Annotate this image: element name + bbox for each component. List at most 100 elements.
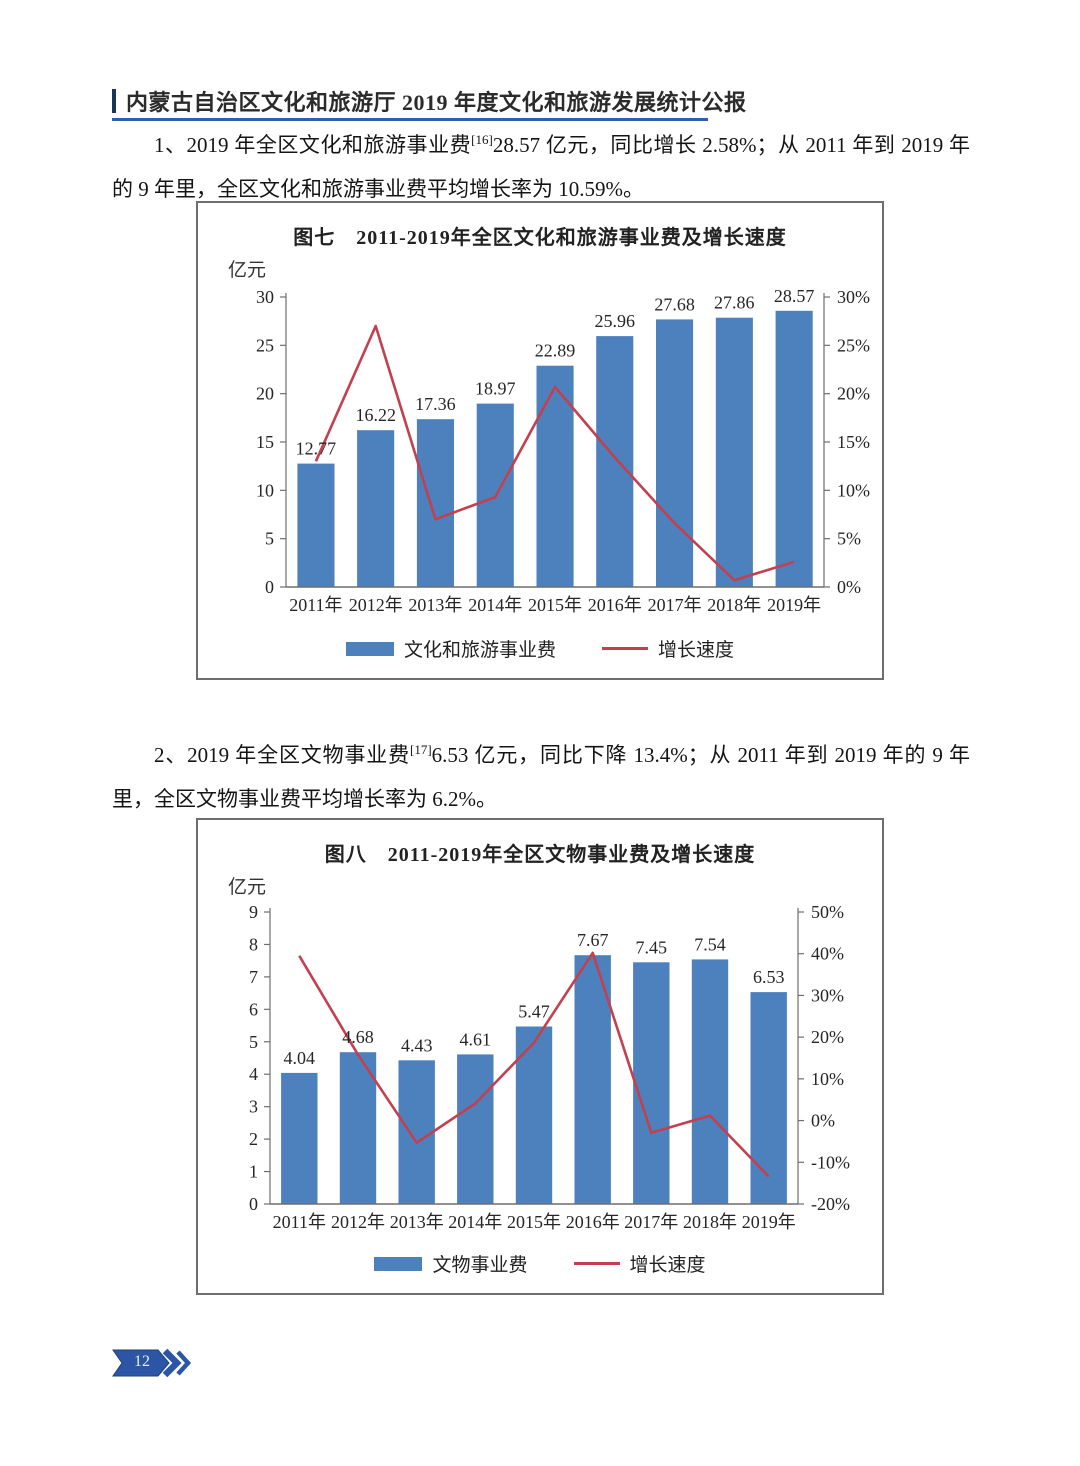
svg-text:17.36: 17.36 [415,394,456,414]
svg-text:25.96: 25.96 [595,311,636,331]
x-axis-labels: 2011年 2012年 2013年 2014年 2015年 2016年 2017年 2018年… [289,595,821,615]
svg-text:2017年: 2017年 [624,1212,678,1232]
svg-text:2019年: 2019年 [767,595,821,615]
svg-text:2012年: 2012年 [331,1212,385,1232]
paragraph-culture-tourism-expenditure: 1、2019 年全区文化和旅游事业费[16]28.57 亿元，同比增长 2.58… [112,124,970,211]
svg-text:10: 10 [256,480,274,500]
paragraph-1-lead: 1、2019 年全区文化和旅游事业费 [154,133,472,157]
svg-text:10%: 10% [811,1069,844,1089]
page-header: 内蒙古自治区文化和旅游厅 2019 年度文化和旅游发展统计公报 [112,84,746,121]
svg-text:6: 6 [249,999,258,1019]
svg-text:0%: 0% [837,577,861,597]
svg-text:2016年: 2016年 [588,595,642,615]
svg-text:25: 25 [256,335,274,355]
svg-text:20%: 20% [837,384,870,404]
svg-text:7.67: 7.67 [577,930,609,950]
figure-7-title: 图七 2011-2019年全区文化和旅游事业费及增长速度 [293,227,787,249]
svg-text:4.43: 4.43 [401,1035,433,1055]
svg-text:4.61: 4.61 [460,1029,492,1049]
bar-2012年 [339,1052,377,1204]
paragraph-1-body: 28.57 亿元，同比增长 2.58%；从 2011 年到 2019 年的 9 … [112,133,970,201]
bar-2017年 [633,962,670,1204]
svg-text:-20%: -20% [811,1194,850,1214]
x-axis-labels: 2011年 2012年 2013年 2014年 2015年 2016年 2017年 2018年… [273,1212,796,1232]
legend-bar-label: 文化和旅游事业费 [403,640,556,661]
paragraph-2-lead: 2、2019 年全区文物事业费 [154,743,410,767]
page-number-badge: 12 [112,1346,194,1380]
svg-text:2015年: 2015年 [528,595,582,615]
svg-text:2011年: 2011年 [273,1212,326,1232]
page-number: 12 [134,1353,150,1370]
svg-text:6.53: 6.53 [753,967,785,987]
svg-text:4: 4 [249,1064,258,1084]
legend-bar-swatch-icon [345,641,394,656]
svg-text:2011年: 2011年 [289,595,342,615]
svg-text:30%: 30% [811,985,844,1005]
svg-text:2019年: 2019年 [742,1212,796,1232]
svg-text:5.47: 5.47 [518,1002,550,1022]
bar-2013年 [416,419,454,587]
svg-text:7.45: 7.45 [636,937,668,957]
svg-text:30: 30 [256,287,274,307]
bar-2016年 [596,336,634,587]
svg-text:2013年: 2013年 [408,595,462,615]
axes: 0 5 10 15 20 25 30 0% 5% 10% 15% 20% 25% 30% [256,287,870,597]
svg-text:4.04: 4.04 [284,1048,316,1068]
svg-text:40%: 40% [811,944,844,964]
bar-2011年 [297,463,335,587]
bar-2017年 [656,319,694,587]
svg-text:15: 15 [256,432,274,452]
svg-text:0%: 0% [811,1111,835,1131]
svg-text:18.97: 18.97 [475,379,516,399]
growth-rate-line [298,951,770,1178]
svg-text:25%: 25% [837,335,870,355]
bar-2014年 [457,1054,494,1204]
svg-text:27.86: 27.86 [714,293,755,313]
svg-text:7.54: 7.54 [694,934,726,954]
svg-text:2016年: 2016年 [566,1212,620,1232]
bar-data-labels: 12.77 16.22 17.36 18.97 22.89 25.96 27.68 27.86… [296,286,815,459]
svg-text:7: 7 [249,967,258,987]
bar-2015年 [515,1026,553,1204]
bar-2011年 [281,1072,318,1204]
figure-8-title: 图八 2011-2019年全区文物事业费及增长速度 [324,844,756,866]
bar-2015年 [536,365,574,587]
svg-text:2018年: 2018年 [707,595,761,615]
figure-7-unit-label: 亿元 [228,260,267,281]
svg-text:3: 3 [249,1097,258,1117]
paragraph-2-body: 6.53 亿元，同比下降 13.4%；从 2011 年到 2019 年的 9 年… [112,743,970,811]
svg-text:2: 2 [249,1129,258,1149]
svg-text:20: 20 [256,384,274,404]
legend-line-swatch-icon [602,647,648,650]
svg-text:2015年: 2015年 [507,1212,561,1232]
growth-rate-line [314,324,795,582]
svg-text:15%: 15% [837,432,870,452]
svg-text:4.68: 4.68 [342,1027,374,1047]
svg-text:2014年: 2014年 [448,1212,502,1232]
svg-text:8: 8 [249,934,258,954]
bar-2019年 [750,992,787,1204]
bar-2012年 [357,430,395,587]
svg-text:16.22: 16.22 [355,405,396,425]
axes: 0 1 2 3 4 5 6 7 8 9 -20% -10% 0% 10% 20% 30% 40% 50% [249,902,850,1214]
figure-7-chart: 图七 2011-2019年全区文化和旅游事业费及增长速度 亿元 0 5 10 15 20… [196,201,884,680]
svg-text:5: 5 [249,1032,258,1052]
svg-text:2017年: 2017年 [648,595,702,615]
bar-2016年 [574,955,611,1204]
legend-bar-swatch-icon [374,1256,423,1271]
svg-text:12.77: 12.77 [296,439,337,459]
svg-text:9: 9 [249,902,258,922]
figure-7-legend: 文化和旅游事业费 增长速度 [198,635,882,662]
bars-series [281,955,787,1204]
footnote-ref-16: [16] [471,132,493,147]
svg-text:0: 0 [249,1194,258,1214]
svg-text:2013年: 2013年 [390,1212,444,1232]
svg-text:5: 5 [265,529,274,549]
svg-text:1: 1 [249,1162,258,1182]
legend-bar-label: 文物事业费 [432,1255,528,1276]
bar-2018年 [715,317,753,587]
svg-text:20%: 20% [811,1027,844,1047]
svg-text:50%: 50% [811,902,844,922]
bars-series [297,310,813,587]
bar-2013年 [398,1060,435,1204]
